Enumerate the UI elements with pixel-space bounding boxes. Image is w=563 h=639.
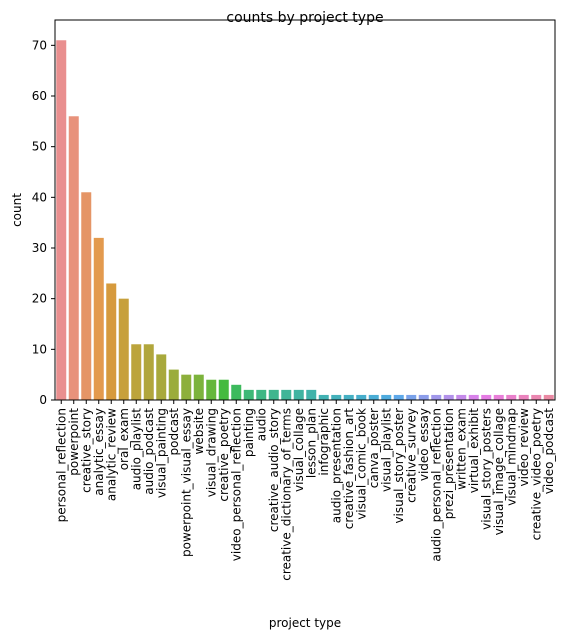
bar-analytic-review	[106, 283, 117, 400]
x-tick-label: prezi_presentation	[442, 408, 456, 519]
x-tick-label: oral_exam	[117, 408, 131, 470]
bar-visual-mindmap	[506, 394, 517, 400]
bar-creative-audio-story	[268, 389, 279, 400]
bar-written-exam	[456, 394, 467, 400]
x-tick-label: creative_fashion_art	[342, 408, 356, 530]
x-tick-label: canva_poster	[367, 408, 381, 488]
x-tick-label: audio_playlist	[129, 408, 143, 491]
plot-frame	[54, 19, 556, 401]
x-tick-label: virtual_exhibit	[467, 408, 481, 494]
y-tick-label: 20	[32, 292, 47, 306]
bar-prezi-presentation	[443, 394, 454, 400]
x-tick-label: lesson_plan	[304, 408, 318, 478]
bar-video-essay	[418, 394, 429, 400]
x-tick-label: written_exam	[454, 408, 468, 490]
x-tick-label: visual_mindmap	[504, 408, 518, 506]
bar-audio-playlist	[131, 344, 142, 400]
y-tick-label: 30	[32, 241, 47, 255]
x-tick-label: audio	[254, 408, 268, 441]
x-tick-label: personal_reflection	[54, 408, 68, 522]
x-axis-label: project type	[269, 616, 341, 630]
bars-group	[56, 40, 554, 401]
bar-creative-video-poetry	[531, 394, 542, 400]
y-axis-label: count	[10, 193, 24, 227]
x-axis: personal_reflectionpowerpointcreative_st…	[54, 400, 556, 581]
y-tick-label: 70	[32, 38, 47, 52]
x-tick-label: visual_playlist	[379, 408, 393, 492]
bar-visual-story-posters	[481, 394, 492, 400]
bar-website	[193, 374, 204, 400]
x-tick-label: analytic_review	[104, 408, 118, 501]
bar-audio-presentation	[331, 394, 342, 400]
bar-analytic-essay	[93, 237, 104, 400]
y-tick-label: 60	[32, 89, 47, 103]
x-tick-label: analytic_essay	[92, 408, 106, 496]
bar-powerpoint-visual-essay	[181, 374, 192, 400]
y-tick-label: 40	[32, 190, 47, 204]
bar-creative-poetry	[218, 379, 229, 400]
x-tick-label: visual_painting	[154, 408, 168, 498]
bar-creative-story	[81, 192, 92, 400]
bar-creative-dictionary-of-terms	[281, 389, 292, 400]
chart-title: counts by project type	[226, 10, 383, 26]
y-tick-label: 0	[39, 393, 47, 407]
x-tick-label: visual_story_poster	[392, 408, 406, 524]
x-tick-label: visual_collage	[292, 408, 306, 492]
bar-visual-comic-book	[356, 394, 367, 400]
x-tick-label: video_review	[517, 408, 531, 487]
bar-creative-survey	[406, 394, 417, 400]
bar-lesson-plan	[306, 389, 317, 400]
x-tick-label: creative_poetry	[217, 408, 231, 502]
bar-painting	[243, 389, 254, 400]
x-tick-label: website	[192, 408, 206, 455]
bar-video-podcast	[543, 394, 554, 400]
x-tick-label: audio_podcast	[142, 408, 156, 495]
bar-visual-image-collage	[493, 394, 504, 400]
y-tick-label: 50	[32, 140, 47, 154]
bar-creative-fashion-art	[343, 394, 354, 400]
x-tick-label: creative_survey	[404, 408, 418, 503]
bar-podcast	[168, 369, 179, 400]
x-tick-label: audio_personal_reflection	[429, 408, 443, 562]
x-tick-label: podcast	[167, 408, 181, 456]
bar-visual-playlist	[381, 394, 392, 400]
bar-oral-exam	[118, 298, 129, 400]
x-tick-label: creative_story	[79, 408, 93, 493]
x-tick-label: powerpoint	[67, 408, 81, 476]
bar-audio-personal-reflection	[431, 394, 442, 400]
x-tick-label: creative_video_poetry	[529, 408, 543, 540]
x-tick-label: visual_comic_book	[354, 408, 368, 520]
bar-audio-podcast	[143, 344, 154, 400]
x-tick-label: video_podcast	[542, 408, 556, 495]
bar-video-personal-reflection	[231, 384, 242, 400]
bar-visual-painting	[156, 354, 167, 400]
x-tick-label: creative_audio_story	[267, 408, 281, 532]
bar-personal-reflection	[56, 40, 67, 401]
bar-audio	[256, 389, 267, 400]
bar-visual-drawing	[206, 379, 217, 400]
x-tick-label: painting	[242, 408, 256, 457]
x-tick-label: visual_image_collage	[492, 408, 506, 535]
bar-canva-poster	[368, 394, 379, 400]
y-tick-label: 10	[32, 342, 47, 356]
x-tick-label: visual_drawing	[204, 408, 218, 497]
x-tick-label: powerpoint_visual_essay	[179, 408, 193, 557]
bar-video-review	[518, 394, 529, 400]
x-tick-label: video_essay	[417, 408, 431, 481]
x-tick-label: video_personal_reflection	[229, 408, 243, 561]
bar-visual-story-poster	[393, 394, 404, 400]
x-tick-label: visual_story_posters	[479, 408, 493, 530]
bar-powerpoint	[68, 116, 79, 401]
x-tick-label: creative_dictionary_of_terms	[279, 408, 293, 581]
y-axis: 0 10 20 30 40 50 60 70	[32, 38, 55, 407]
bar-virtual-exhibit	[468, 394, 479, 400]
bar-visual-collage	[293, 389, 304, 400]
x-tick-label: infographic	[317, 408, 331, 476]
bar-infographic	[318, 394, 329, 400]
x-tick-label: audio_presentation	[329, 408, 343, 523]
